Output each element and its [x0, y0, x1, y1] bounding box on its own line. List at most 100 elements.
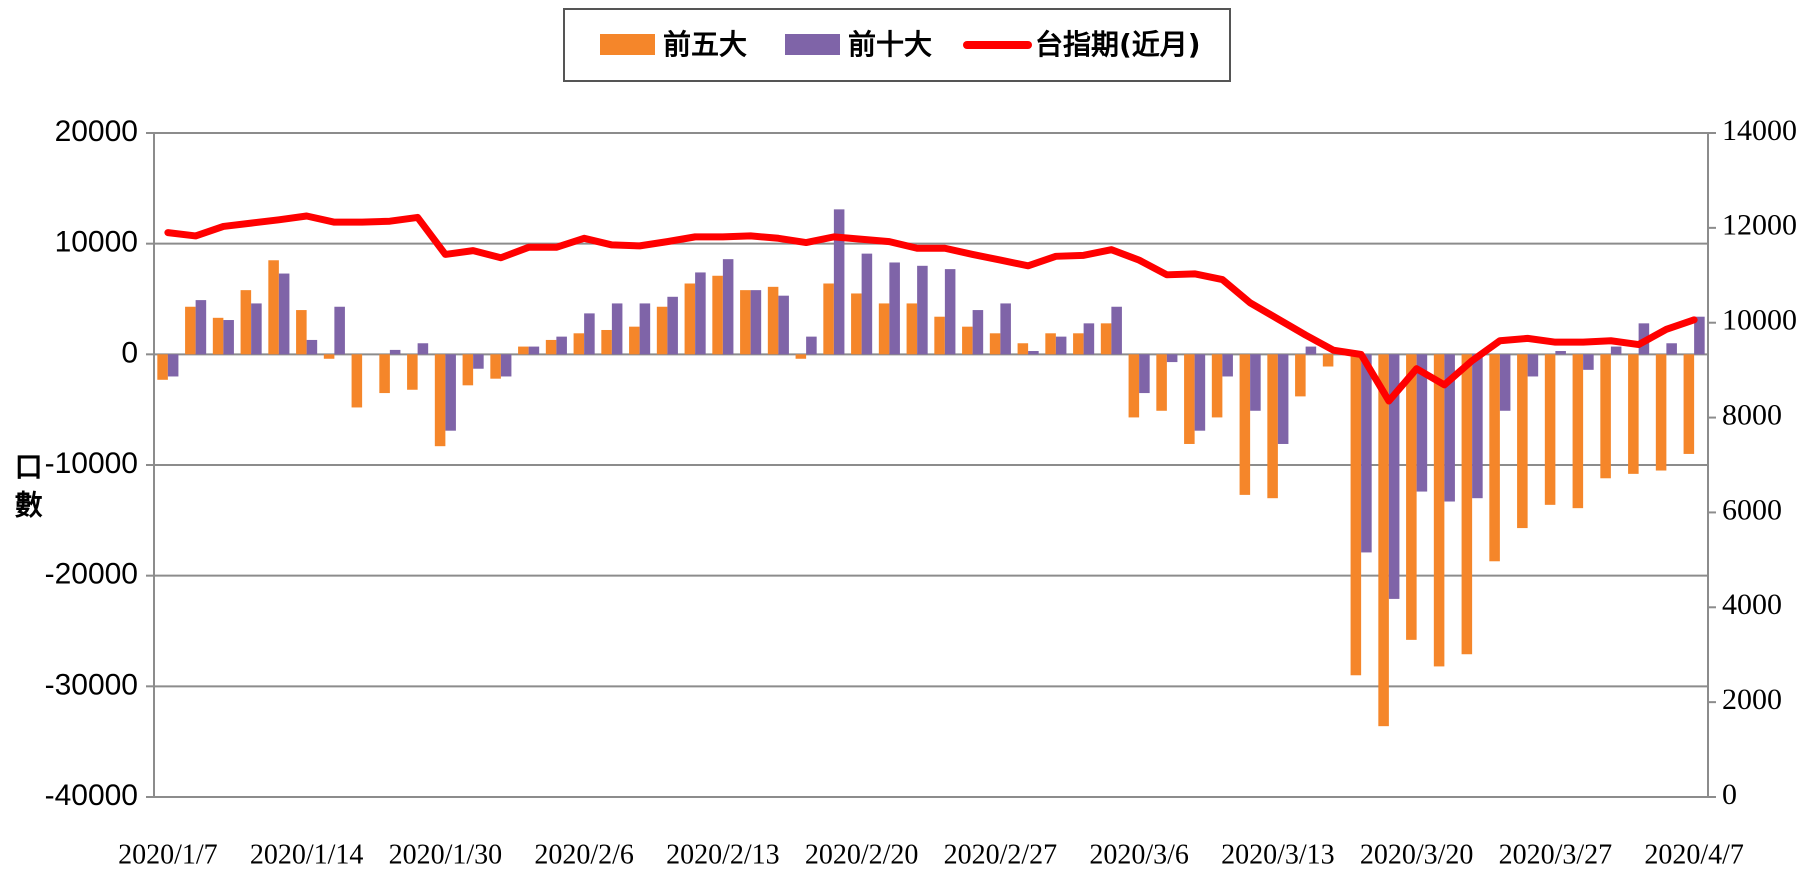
- bar: [1322, 354, 1334, 367]
- bar: [1073, 333, 1084, 355]
- x-tick-label: 2020/3/27: [1499, 839, 1613, 870]
- bar: [722, 259, 734, 355]
- bar: [296, 310, 307, 355]
- bar: [861, 253, 873, 355]
- y2-tick-label: 10000: [1722, 304, 1797, 337]
- bar: [795, 354, 807, 359]
- bar: [251, 303, 262, 355]
- bar: [1572, 354, 1584, 509]
- bar: [1461, 354, 1473, 655]
- bar: [1655, 354, 1667, 471]
- bar: [1378, 354, 1389, 727]
- y-axis-label: 口數: [12, 452, 43, 528]
- bar: [1305, 346, 1317, 355]
- bar: [212, 317, 224, 355]
- y-tick-label: -10000: [45, 447, 138, 480]
- bar: [1388, 354, 1400, 599]
- bar: [240, 290, 252, 355]
- bar: [1100, 323, 1112, 355]
- bar: [1527, 354, 1539, 377]
- x-tick-label: 2020/1/30: [389, 839, 503, 870]
- bar: [306, 339, 318, 355]
- bar: [972, 310, 984, 355]
- y2-tick-label: 2000: [1722, 683, 1782, 716]
- bar: [1517, 354, 1528, 529]
- bar: [1277, 354, 1289, 444]
- bar: [268, 260, 279, 355]
- y2-tick-label: 12000: [1722, 209, 1797, 242]
- bar: [712, 275, 723, 355]
- bar: [1045, 333, 1056, 355]
- bar: [1017, 343, 1029, 355]
- bar: [573, 333, 585, 355]
- bar: [490, 354, 501, 379]
- legend-label: 前五大: [663, 28, 747, 61]
- bar: [889, 262, 900, 355]
- legend-box: [563, 8, 1231, 82]
- bar: [323, 354, 335, 359]
- bar: [1156, 354, 1167, 411]
- bar: [407, 354, 418, 390]
- x-tick-label: 2020/2/20: [805, 839, 919, 870]
- x-tick-label: 2020/3/6: [1089, 839, 1189, 870]
- y2-tick-label: 8000: [1722, 398, 1782, 431]
- legend-swatch: [785, 34, 840, 55]
- bar: [1628, 354, 1639, 474]
- bar: [1583, 354, 1594, 370]
- bar: [1222, 354, 1233, 377]
- bar: [1683, 354, 1695, 454]
- bar: [934, 316, 945, 355]
- bar: [639, 303, 651, 355]
- bar: [1055, 336, 1067, 355]
- bar: [611, 303, 623, 355]
- bar: [778, 295, 789, 355]
- bar: [584, 313, 595, 355]
- bar: [1267, 354, 1278, 499]
- bar: [500, 354, 512, 377]
- bar: [334, 306, 345, 355]
- bar: [740, 290, 751, 355]
- x-tick-label: 2020/2/13: [666, 839, 780, 870]
- bar: [917, 265, 928, 355]
- bar: [1555, 351, 1566, 355]
- x-tick-label: 2020/1/14: [250, 839, 364, 870]
- bar: [767, 286, 779, 355]
- bar: [1028, 351, 1039, 355]
- bar: [851, 293, 862, 355]
- bar: [1489, 354, 1500, 562]
- bar: [750, 290, 762, 355]
- bar: [434, 354, 446, 447]
- bar: [278, 273, 290, 355]
- bar: [823, 283, 834, 355]
- bar: [1128, 354, 1140, 418]
- y2-tick-label: 0: [1722, 778, 1737, 811]
- bar: [601, 329, 612, 355]
- bar: [1499, 354, 1511, 411]
- legend-label: 前十大: [848, 28, 932, 61]
- bar: [1250, 354, 1261, 411]
- bar: [1433, 354, 1445, 667]
- bar: [629, 326, 640, 355]
- bar: [944, 269, 956, 355]
- bar: [1194, 354, 1206, 431]
- y-tick-label: 20000: [55, 115, 138, 148]
- x-tick-label: 2020/3/13: [1221, 839, 1335, 870]
- bar: [445, 354, 456, 431]
- bar: [473, 354, 484, 369]
- bar: [1239, 354, 1251, 495]
- bar: [1610, 346, 1622, 355]
- bar: [518, 346, 529, 355]
- bar: [962, 326, 973, 355]
- y2-tick-label: 6000: [1722, 493, 1782, 526]
- bar: [806, 336, 817, 355]
- y2-tick-label: 14000: [1722, 114, 1797, 147]
- legend-swatch: [600, 34, 655, 55]
- bar: [1416, 354, 1428, 492]
- bar: [1544, 354, 1556, 505]
- bar: [1083, 323, 1095, 355]
- bar: [1184, 354, 1195, 444]
- bar: [556, 336, 567, 355]
- legend-label: 台指期(近月): [1035, 28, 1201, 61]
- y2-tick-label: 4000: [1722, 588, 1782, 621]
